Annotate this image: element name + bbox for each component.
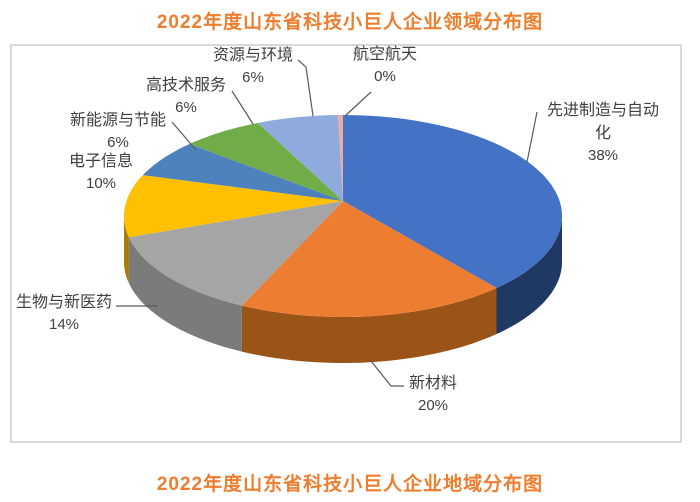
label-aerospace-name: 航空航天 [352,46,417,63]
label-advanced-manufacturing-pct: 38% [587,147,619,164]
label-resources-environment-pct: 6% [242,69,264,86]
label-new-energy-pct: 6% [107,134,129,151]
label-hightech-services: 高技术服务 6% [136,74,236,119]
label-hightech-services-pct: 6% [175,99,197,116]
pie-slice-7 [338,115,343,201]
pie-slice-0 [343,115,562,288]
label-advanced-manufacturing-name: 先进制造与自动化 [546,102,659,142]
pie-slice-side-3 [124,216,129,284]
label-aerospace: 航空航天 0% [335,43,435,88]
label-new-energy-name: 新能源与节能 [69,112,166,129]
label-new-energy: 新能源与节能 6% [56,109,180,154]
pie-slice-side-0 [496,216,562,334]
label-aerospace-pct: 0% [374,68,396,85]
leader-line-1 [370,360,404,387]
pie-slice-4 [142,144,343,201]
label-new-materials-name: 新材料 [408,375,457,392]
label-new-materials-pct: 20% [417,397,449,414]
label-biomedicine-pct: 14% [48,316,80,333]
label-electronics: 电子信息 10% [51,150,151,195]
pie-slice-side-1 [241,288,497,363]
pie-slice-2 [128,201,343,306]
label-new-materials: 新材料 20% [383,372,483,417]
leader-line-4 [231,90,254,125]
pie-slice-5 [189,123,343,201]
label-resources-environment-name: 资源与环境 [212,47,293,64]
label-resources-environment: 资源与环境 6% [203,44,303,89]
label-biomedicine: 生物与新医药 14% [12,291,116,336]
label-electronics-name: 电子信息 [68,153,133,170]
top-chart-title: 2022年度山东省科技小巨人企业领域分布图 [156,12,544,33]
label-electronics-pct: 10% [85,175,117,192]
label-hightech-services-name: 高技术服务 [145,77,226,94]
label-advanced-manufacturing: 先进制造与自动化 38% [541,99,665,167]
pie-slice-1 [241,201,497,317]
leader-line-5 [297,59,314,117]
leader-line-3 [171,121,197,151]
leader-line-0 [526,111,538,163]
pie-slice-6 [257,115,343,201]
label-biomedicine-name: 生物与新医药 [15,294,112,311]
leader-line-6 [344,91,372,117]
bottom-chart-title: 2022年度山东省科技小巨人企业地域分布图 [156,474,544,495]
pie-slice-side-2 [128,237,242,352]
pie-slice-3 [124,175,343,238]
